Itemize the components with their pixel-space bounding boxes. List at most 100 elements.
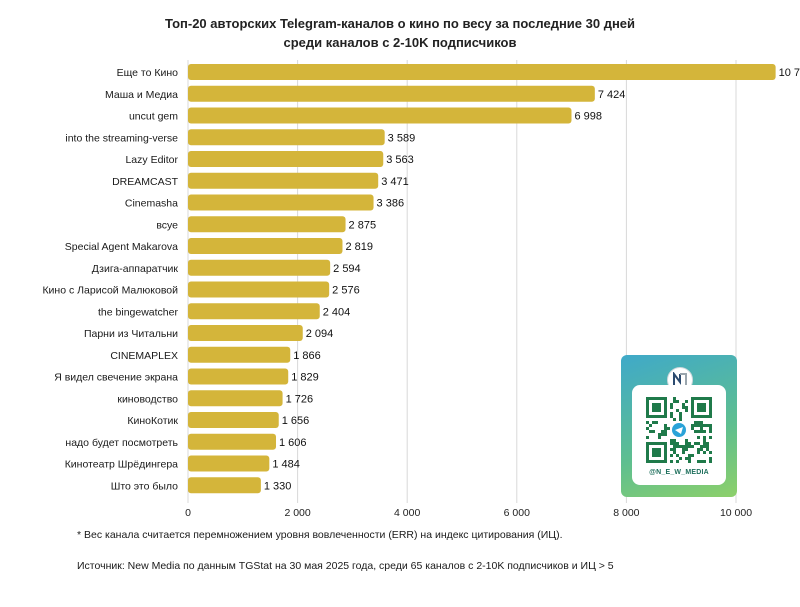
qr-module <box>682 406 685 409</box>
qr-finder-core-1 <box>652 403 661 412</box>
qr-module <box>685 439 688 442</box>
category-label-18: надо будет посмотреть <box>65 437 178 449</box>
qr-module <box>688 457 691 460</box>
qr-module <box>709 460 712 463</box>
qr-module <box>664 433 667 436</box>
qr-module <box>682 448 685 451</box>
qr-module <box>667 427 670 430</box>
x-tick-label-5: 10 000 <box>720 507 752 519</box>
value-label-20: 1 330 <box>264 480 292 492</box>
category-label-4: into the streaming-verse <box>65 132 178 144</box>
qr-module <box>679 412 682 415</box>
qr-module <box>676 454 679 457</box>
bar-3 <box>188 107 572 124</box>
value-label-19: 1 484 <box>272 459 300 471</box>
x-tick-label-2: 4 000 <box>394 507 420 519</box>
x-tick-label-0: 0 <box>185 507 191 519</box>
qr-module <box>679 418 682 421</box>
category-label-6: DREAMCAST <box>112 176 179 188</box>
bar-7 <box>188 194 374 211</box>
qr-module <box>697 451 700 454</box>
category-label-2: Маша и Медиа <box>105 89 178 101</box>
bar-5 <box>188 151 384 167</box>
qr-module <box>652 430 655 433</box>
qr-module <box>709 430 712 433</box>
chart-title: Топ-20 авторских Telegram-каналов о кино… <box>0 14 800 52</box>
qr-module <box>709 457 712 460</box>
category-label-1: Еще то Кино <box>117 67 179 79</box>
chart-title-line-1: Топ-20 авторских Telegram-каналов о кино… <box>164 16 636 31</box>
category-label-16: киноводство <box>117 393 178 405</box>
category-label-20: Што это было <box>111 480 178 492</box>
qr-module <box>652 421 655 424</box>
bar-1 <box>188 64 776 80</box>
qr-module <box>670 406 673 409</box>
qr-module <box>703 424 706 427</box>
category-label-12: the bingewatcher <box>98 306 178 318</box>
category-label-19: Кинотеатр Шрёдингера <box>65 459 178 471</box>
qr-module <box>682 445 685 448</box>
x-tick-label-4: 8 000 <box>613 507 639 519</box>
qr-module <box>676 409 679 412</box>
bar-8 <box>188 216 346 233</box>
qr-code-panel: @N_E_W_MEDIA <box>632 385 726 485</box>
qr-module <box>661 433 664 436</box>
qr-module <box>709 427 712 430</box>
bar-15 <box>188 368 289 385</box>
qr-module <box>670 454 673 457</box>
qr-module <box>658 436 661 439</box>
qr-module <box>649 430 652 433</box>
qr-module <box>658 433 661 436</box>
qr-module <box>670 403 673 406</box>
qr-module <box>700 427 703 430</box>
category-label-17: КиноКотик <box>127 415 178 427</box>
qr-module <box>706 424 709 427</box>
qr-module <box>709 424 712 427</box>
value-label-17: 1 656 <box>282 415 310 427</box>
qr-module <box>649 424 652 427</box>
qr-module <box>664 427 667 430</box>
value-label-15: 1 829 <box>291 372 319 384</box>
qr-finder-core-2 <box>697 403 706 412</box>
value-label-1: 10 723 <box>779 67 800 79</box>
qr-module <box>700 445 703 448</box>
qr-module <box>673 442 676 445</box>
qr-module <box>679 457 682 460</box>
qr-module <box>673 439 676 442</box>
bar-13 <box>188 325 303 341</box>
category-label-14: CINEMAPLEX <box>110 350 178 362</box>
qr-module <box>670 412 673 415</box>
qr-module <box>706 442 709 445</box>
qr-module <box>685 457 688 460</box>
value-label-14: 1 866 <box>293 350 321 362</box>
qr-module <box>700 424 703 427</box>
value-label-2: 7 424 <box>598 89 626 101</box>
qr-module <box>682 403 685 406</box>
x-tick-label-3: 6 000 <box>504 507 530 519</box>
value-label-11: 2 576 <box>332 285 360 297</box>
qr-module <box>646 421 649 424</box>
value-label-13: 2 094 <box>306 328 334 340</box>
qr-module <box>697 460 700 463</box>
x-tick-label-1: 2 000 <box>284 507 310 519</box>
qr-module <box>679 415 682 418</box>
bar-9 <box>188 238 343 254</box>
qr-module <box>682 451 685 454</box>
value-label-10: 2 594 <box>333 263 361 275</box>
qr-module <box>700 448 703 451</box>
qr-module <box>697 424 700 427</box>
bar-11 <box>188 281 330 298</box>
qr-module <box>676 442 679 445</box>
qr-module <box>703 460 706 463</box>
qr-module <box>697 448 700 451</box>
qr-module <box>703 451 706 454</box>
qr-module <box>673 400 676 403</box>
qr-module <box>697 421 700 424</box>
bar-12 <box>188 303 320 320</box>
qr-module <box>703 442 706 445</box>
qr-promo-card[interactable]: @N_E_W_MEDIA <box>621 355 737 497</box>
value-label-7: 3 386 <box>377 198 405 210</box>
telegram-plane-icon <box>675 427 683 434</box>
qr-module <box>664 424 667 427</box>
qr-module <box>697 430 700 433</box>
